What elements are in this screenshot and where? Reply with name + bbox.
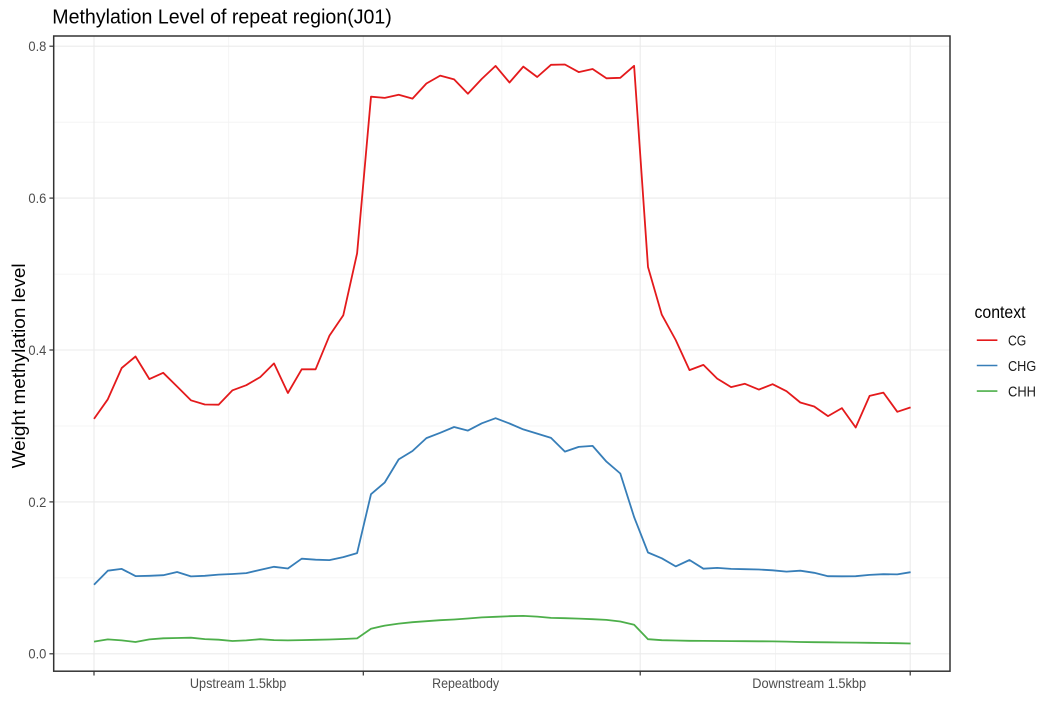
svg-text:Downstream 1.5kbp: Downstream 1.5kbp: [752, 675, 866, 691]
svg-text:0.6: 0.6: [28, 190, 46, 206]
svg-text:0.8: 0.8: [28, 38, 46, 54]
svg-text:Weight methylation level: Weight methylation level: [8, 263, 29, 468]
svg-text:CHG: CHG: [1008, 359, 1036, 375]
svg-text:0.4: 0.4: [28, 342, 46, 358]
svg-text:CG: CG: [1008, 334, 1026, 350]
svg-text:0.0: 0.0: [28, 646, 46, 662]
svg-text:Upstream 1.5kbp: Upstream 1.5kbp: [190, 675, 287, 691]
svg-text:context: context: [975, 302, 1026, 322]
svg-text:0.2: 0.2: [28, 494, 46, 510]
svg-text:Methylation Level of repeat re: Methylation Level of repeat region(J01): [52, 7, 392, 29]
svg-text:Repeatbody: Repeatbody: [432, 675, 499, 691]
svg-text:CHH: CHH: [1008, 385, 1036, 401]
